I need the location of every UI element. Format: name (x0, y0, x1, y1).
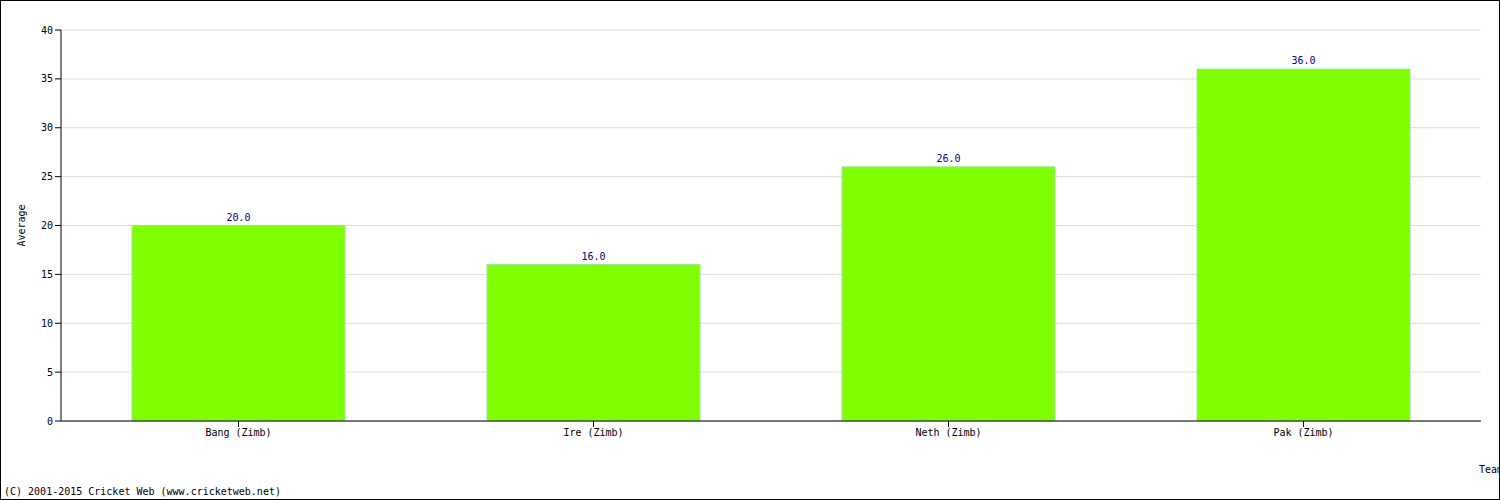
svg-text:30: 30 (41, 122, 53, 133)
svg-text:26.0: 26.0 (936, 153, 960, 164)
svg-text:10: 10 (41, 318, 53, 329)
svg-text:36.0: 36.0 (1291, 55, 1315, 66)
svg-text:20.0: 20.0 (226, 212, 250, 223)
svg-text:Pak (Zimb): Pak (Zimb) (1273, 427, 1333, 438)
svg-text:Team: Team (1479, 464, 1492, 475)
html-text:(C) 2001-2015 Cricket Web (www: (C) 2001-2015 Cricket Web (www.cricketwe… (4, 486, 281, 497)
svg-text:20: 20 (41, 220, 53, 231)
svg-text:Neth (Zimb): Neth (Zimb) (915, 427, 981, 438)
svg-text:0: 0 (47, 416, 53, 427)
svg-text:Average: Average (16, 204, 27, 246)
svg-text:Bang (Zimb): Bang (Zimb) (205, 427, 271, 438)
svg-text:16.0: 16.0 (581, 251, 605, 262)
svg-text:5: 5 (47, 367, 53, 378)
svg-text:25: 25 (41, 171, 53, 182)
svg-text:35: 35 (41, 73, 53, 84)
svg-text:40: 40 (41, 25, 53, 36)
svg-text:15: 15 (41, 269, 53, 280)
svg-text:Ire (Zimb): Ire (Zimb) (563, 427, 623, 438)
